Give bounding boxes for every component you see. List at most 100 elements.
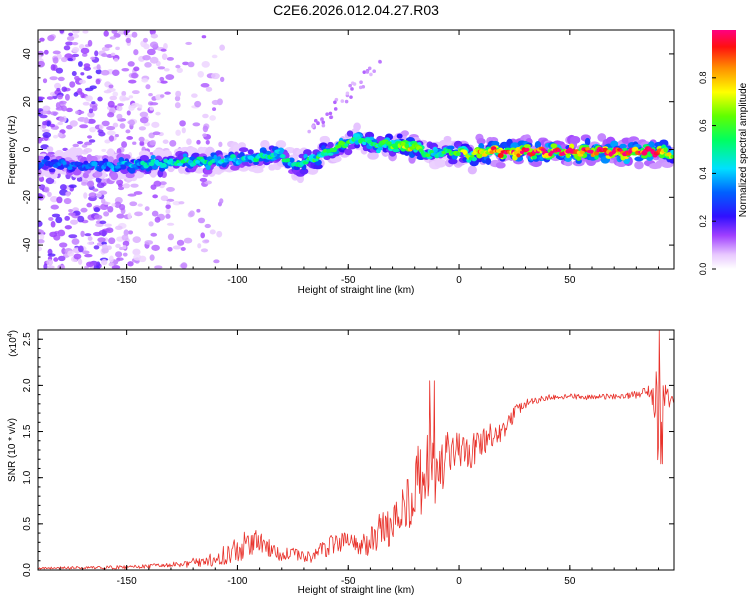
noise-cell: [57, 264, 66, 269]
noise-cell: [99, 124, 104, 130]
noise-cell: [149, 56, 159, 64]
noise-cell: [157, 66, 166, 70]
noise-cell: [167, 247, 173, 252]
noise-cell: [106, 130, 116, 136]
noise-cell: [138, 126, 146, 131]
noise-cell: [352, 82, 357, 86]
noise-cell: [133, 191, 143, 195]
noise-cell: [55, 67, 64, 74]
noise-cell: [220, 76, 225, 83]
noise-cell: [91, 105, 98, 112]
noise-cell: [159, 76, 165, 82]
y-tick-label: 2.5: [22, 332, 33, 346]
ridge-cell: [247, 149, 254, 155]
noise-cell: [116, 213, 125, 219]
noise-cell: [141, 78, 149, 83]
noise-cell: [78, 79, 86, 84]
noise-cell: [95, 192, 102, 198]
noise-cell: [38, 138, 42, 144]
noise-cell: [152, 131, 161, 136]
noise-cell: [176, 67, 183, 73]
ridge-cell: [632, 146, 639, 152]
noise-cell: [345, 91, 350, 96]
noise-cell: [169, 139, 177, 147]
snr-series-line: [38, 330, 674, 570]
noise-cell: [76, 141, 84, 145]
noise-cell: [68, 32, 74, 37]
noise-cell: [138, 104, 143, 109]
noise-cell: [71, 238, 80, 245]
noise-cell: [121, 90, 127, 97]
noise-cell: [201, 61, 210, 68]
noise-cell: [329, 115, 333, 120]
noise-cell: [111, 203, 116, 207]
ridge-cell: [659, 139, 669, 147]
noise-cell: [174, 102, 181, 109]
noise-cell: [39, 114, 48, 119]
noise-cell: [176, 239, 185, 246]
noise-cell: [372, 69, 376, 73]
colorbar-label: Normalized spectral amplitude: [738, 82, 749, 217]
y-tick-label: -40: [22, 237, 33, 252]
ridge-cell: [447, 145, 455, 150]
ridge-cell: [670, 154, 674, 159]
noise-cell: [63, 197, 72, 205]
noise-cell: [175, 64, 181, 69]
noise-cell: [160, 48, 167, 52]
noise-cell: [62, 147, 68, 152]
noise-cell: [109, 95, 118, 101]
ridge-cell: [467, 165, 477, 175]
noise-cell: [87, 135, 93, 139]
noise-cell: [367, 66, 372, 71]
noise-cell: [108, 255, 114, 263]
noise-cell: [137, 203, 143, 207]
noise-cell: [131, 90, 140, 95]
noise-cell: [138, 136, 145, 142]
noise-cell: [196, 208, 201, 213]
noise-cell: [91, 101, 96, 105]
noise-cell: [38, 96, 45, 100]
ridge-cell: [344, 143, 349, 147]
ridge-cell: [74, 147, 83, 156]
noise-cell: [205, 86, 213, 92]
noise-cell: [50, 204, 59, 210]
noise-cell: [111, 30, 118, 35]
colorbar-tick-label: 0.6: [698, 119, 708, 132]
noise-cell: [57, 255, 66, 262]
noise-cell: [127, 230, 134, 235]
noise-cell: [218, 141, 223, 148]
colorbar-ticks: 0.0 0.2 0.4 0.6 0.8: [698, 72, 716, 275]
colorbar-tick-label: 0.2: [698, 215, 708, 228]
noise-cell: [57, 94, 63, 100]
ridge-cell: [634, 160, 644, 170]
ridge-cell: [150, 154, 156, 160]
noise-cell: [361, 84, 366, 89]
noise-cell: [66, 35, 75, 41]
noise-cell: [68, 209, 74, 213]
noise-cell: [60, 56, 68, 63]
noise-cell: [166, 222, 175, 226]
ridge-cell: [455, 152, 461, 157]
noise-cell: [87, 236, 93, 241]
noise-cell: [118, 203, 126, 211]
noise-cell: [67, 58, 74, 62]
noise-cell: [196, 139, 201, 145]
ridge-cell: [193, 167, 205, 174]
noise-cell: [38, 193, 43, 200]
figure-title: C2E6.2026.012.04.27.R03: [273, 2, 439, 18]
noise-cell: [174, 95, 181, 102]
noise-cell: [219, 44, 225, 51]
noise-cell: [55, 102, 61, 109]
noise-cell: [74, 75, 80, 81]
noise-cell: [132, 141, 137, 145]
noise-cell: [61, 86, 68, 92]
noise-cell: [111, 265, 121, 269]
spectrogram-heatmap: [38, 30, 674, 269]
ridge-cell: [588, 149, 594, 154]
noise-cell: [186, 138, 192, 146]
noise-cell: [40, 144, 49, 150]
ridge-cell: [265, 150, 272, 156]
colorbar-tick-label: 0.4: [698, 167, 708, 180]
ridge-cell: [485, 157, 492, 165]
